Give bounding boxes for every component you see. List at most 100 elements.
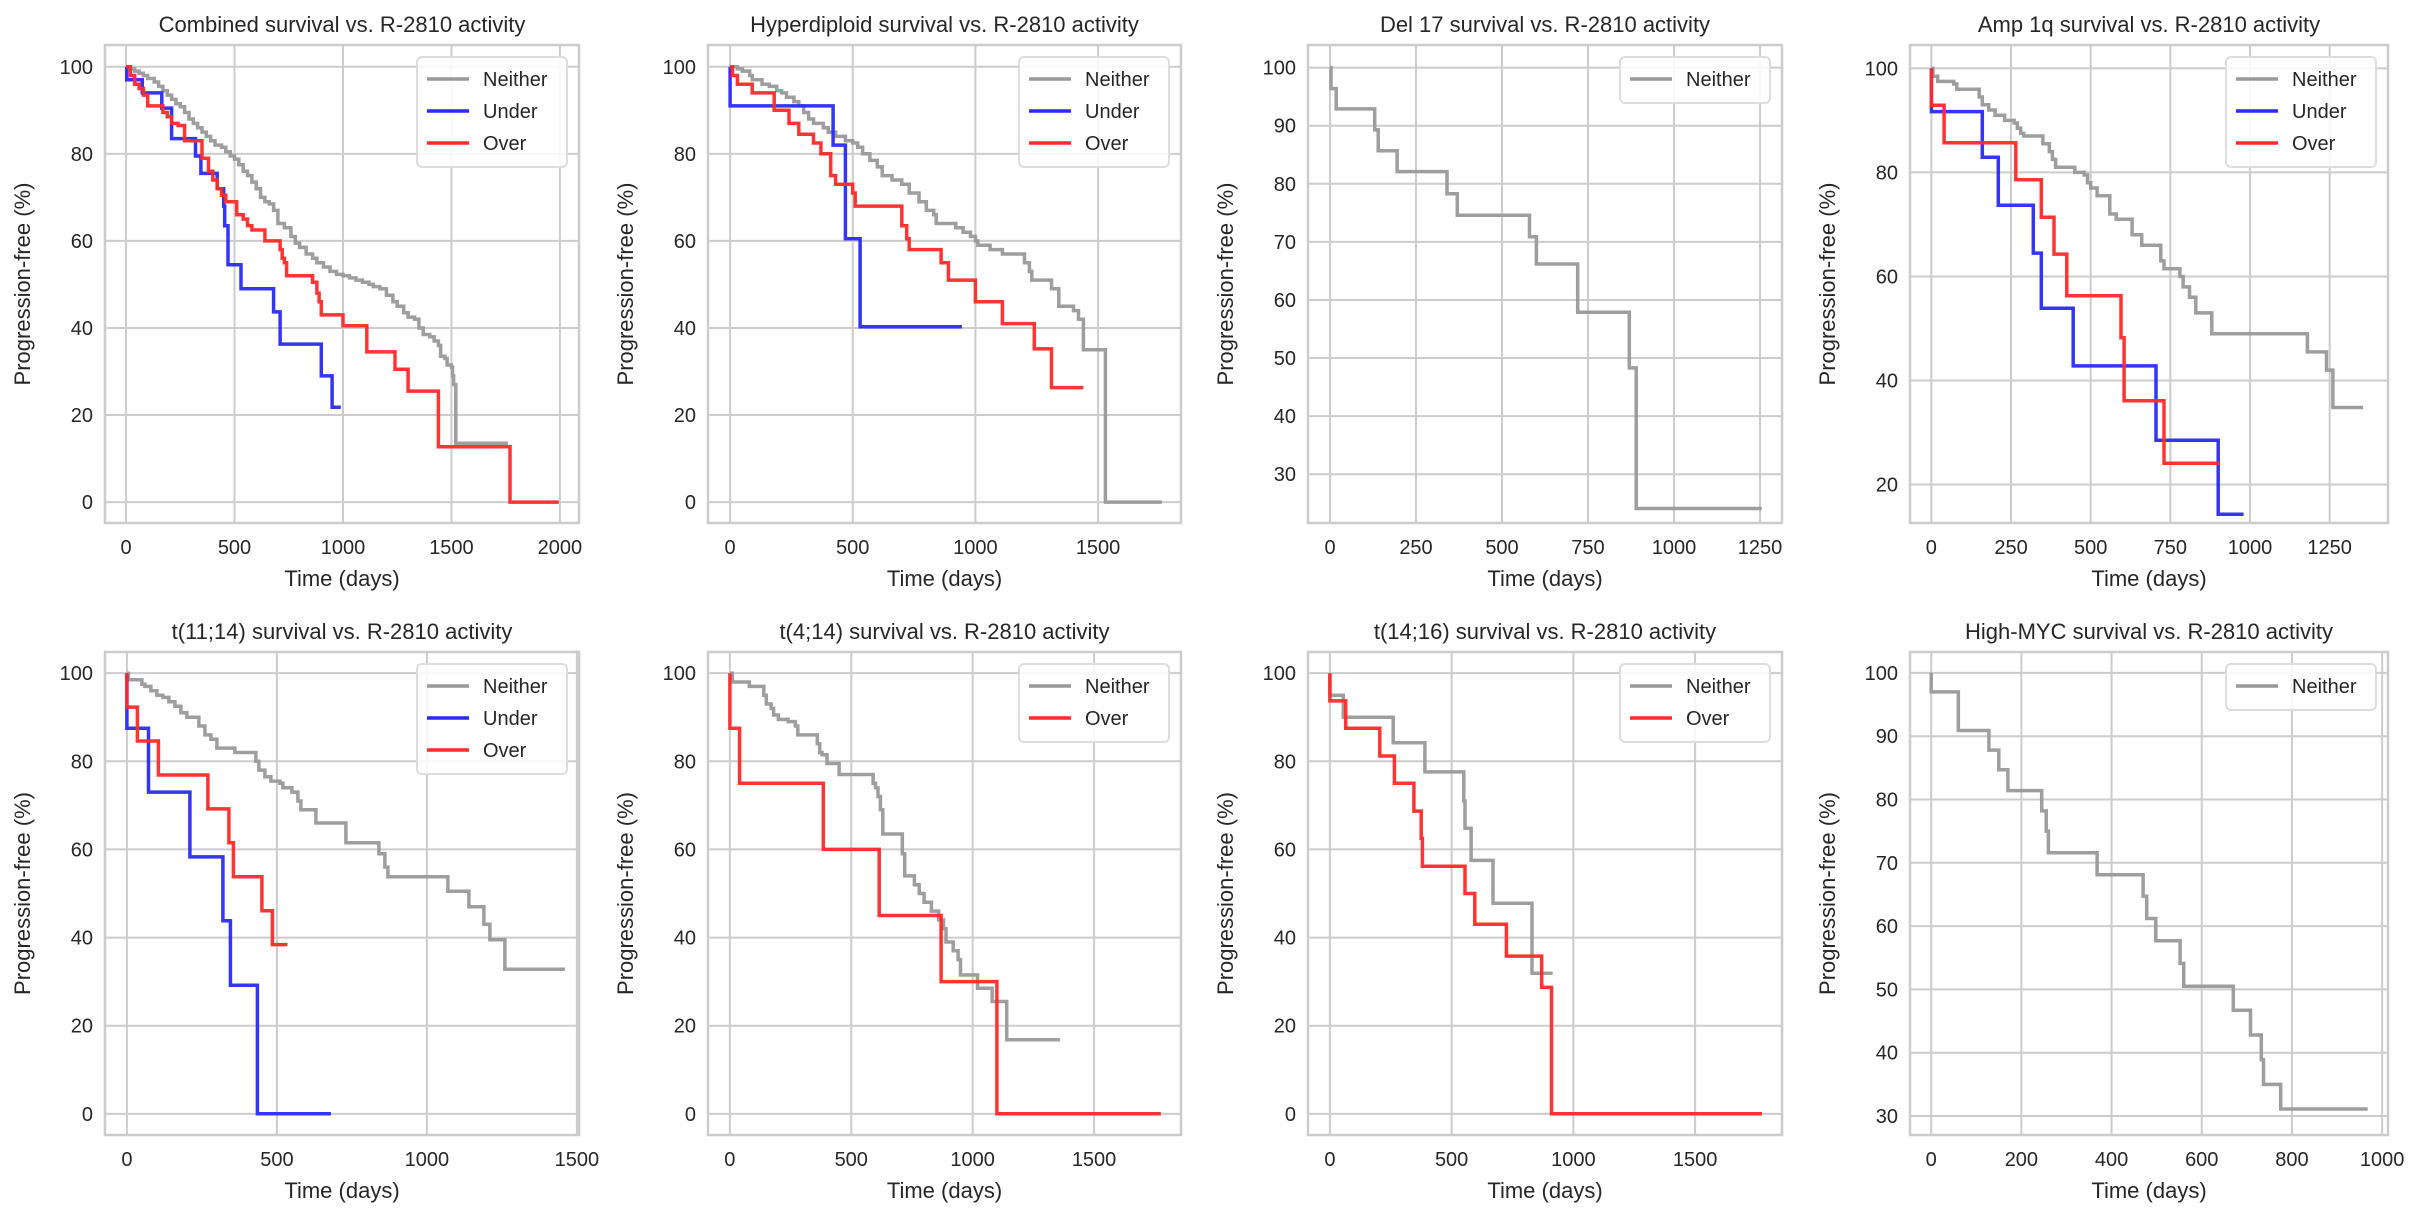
legend-label-neither: Neither (1085, 676, 1150, 698)
x-tick-label: 250 (1399, 537, 1432, 559)
y-axis-label: Progression-free (%) (613, 183, 638, 386)
axes-frame (1908, 43, 2390, 525)
legend: Neither Over (1619, 663, 1771, 743)
y-tick-label: 40 (71, 318, 93, 340)
legend-label-over: Over (2292, 133, 2336, 155)
x-tick-label: 0 (1324, 1149, 1335, 1171)
y-tick-label: 20 (1274, 1016, 1296, 1038)
x-tick-label: 0 (1926, 1149, 1937, 1171)
y-tick-label: 100 (663, 663, 696, 685)
y-tick-label: 80 (71, 144, 93, 166)
legend-label-neither: Neither (483, 69, 548, 91)
series-line-over (126, 65, 559, 504)
chart-panel-t-11-14: 0 500 1000 1500 0 20 40 60 80 100 t(11;14) surviva… (10, 619, 599, 1203)
legend-box (416, 663, 568, 775)
plot-area (1308, 45, 1782, 523)
legend: Neither (1619, 56, 1771, 104)
series-line-under (728, 66, 962, 329)
chart-title: Amp 1q survival vs. R-2810 activity (1978, 12, 2320, 37)
y-tick-label: 80 (1876, 162, 1898, 184)
y-tick-label: 90 (1876, 726, 1898, 748)
x-tick-label: 200 (2005, 1149, 2038, 1171)
y-axis-label: Progression-free (%) (1213, 183, 1238, 386)
x-tick-label: 1500 (1673, 1149, 1718, 1171)
legend-box (1018, 663, 1170, 743)
y-tick-label: 40 (1274, 406, 1296, 428)
y-tick-label: 40 (1876, 1043, 1898, 1065)
series-line-over (730, 65, 1084, 390)
axes-frame (1908, 650, 2390, 1137)
y-tick-label: 60 (1876, 916, 1898, 938)
y-axis-label: Progression-free (%) (1815, 183, 1840, 386)
axes-frame (706, 43, 1183, 525)
legend-label-over: Over (1085, 708, 1129, 730)
legend-label-neither: Neither (1686, 69, 1751, 91)
axes-frame (1306, 650, 1784, 1137)
legend-label-neither: Neither (1085, 69, 1150, 91)
y-tick-label: 20 (71, 405, 93, 427)
x-tick-label: 2000 (538, 537, 583, 559)
x-tick-label: 500 (2074, 537, 2107, 559)
x-tick-label: 1000 (2228, 537, 2273, 559)
series-line-neither (1929, 672, 2368, 1111)
series-line-under (125, 673, 331, 1116)
y-tick-label: 40 (674, 318, 696, 340)
y-tick-label: 100 (663, 57, 696, 79)
x-axis-label: Time (days) (284, 566, 399, 591)
y-tick-label: 100 (1263, 663, 1296, 685)
y-tick-label: 60 (71, 231, 93, 253)
legend-box (416, 56, 568, 168)
x-axis-label: Time (days) (887, 1178, 1002, 1203)
y-tick-label: 50 (1876, 979, 1898, 1001)
x-tick-label: 500 (1435, 1149, 1468, 1171)
x-tick-label: 0 (724, 1149, 735, 1171)
x-axis-label: Time (days) (1487, 566, 1602, 591)
y-tick-label: 80 (1274, 751, 1296, 773)
legend: Neither Under Over (1018, 56, 1170, 168)
x-tick-label: 800 (2275, 1149, 2308, 1171)
axes-frame (1306, 43, 1784, 525)
x-tick-label: 750 (2154, 537, 2187, 559)
axes-frame (103, 650, 581, 1137)
y-axis-label: Progression-free (%) (10, 792, 35, 995)
x-tick-label: 1500 (1076, 537, 1121, 559)
legend-label-neither: Neither (2292, 676, 2357, 698)
y-tick-label: 60 (71, 839, 93, 861)
x-tick-label: 1000 (405, 1149, 450, 1171)
legend: Neither Under Over (416, 663, 568, 775)
y-axis-label: Progression-free (%) (1213, 792, 1238, 995)
y-tick-label: 0 (82, 1104, 93, 1126)
y-tick-label: 80 (674, 144, 696, 166)
y-tick-label: 30 (1876, 1106, 1898, 1128)
legend-label-over: Over (483, 133, 527, 155)
chart-title: Hyperdiploid survival vs. R-2810 activit… (750, 12, 1139, 37)
legend: Neither Under Over (2225, 56, 2377, 168)
x-tick-label: 1000 (2360, 1149, 2405, 1171)
x-tick-label: 1250 (2307, 537, 2352, 559)
y-tick-label: 20 (71, 1016, 93, 1038)
x-tick-label: 600 (2185, 1149, 2218, 1171)
x-axis-label: Time (days) (2091, 566, 2206, 591)
y-tick-label: 20 (1876, 475, 1898, 497)
axes-frame (706, 650, 1183, 1137)
y-tick-label: 40 (1274, 928, 1296, 950)
x-tick-label: 1250 (1738, 537, 1783, 559)
x-tick-label: 400 (2095, 1149, 2128, 1171)
chart-panel-del-17: 0 250 500 750 1000 1250 30 40 50 60 70 80 90 100 Del 1… (1213, 12, 1784, 591)
chart-panel-combined: 0 500 1000 1500 2000 0 20 40 60 80 100 Combined sur… (10, 12, 582, 591)
x-tick-label: 1000 (1652, 537, 1697, 559)
y-axis-label: Progression-free (%) (613, 792, 638, 995)
y-tick-label: 0 (82, 492, 93, 514)
y-tick-label: 100 (60, 663, 93, 685)
y-tick-label: 100 (1865, 663, 1898, 685)
legend-box (2225, 56, 2377, 168)
y-tick-label: 60 (674, 231, 696, 253)
legend-label-under: Under (1085, 101, 1140, 123)
y-tick-label: 80 (674, 751, 696, 773)
y-tick-label: 90 (1274, 116, 1296, 138)
legend-label-over: Over (1686, 708, 1730, 730)
x-axis-label: Time (days) (887, 566, 1002, 591)
legend: Neither (2225, 663, 2377, 711)
